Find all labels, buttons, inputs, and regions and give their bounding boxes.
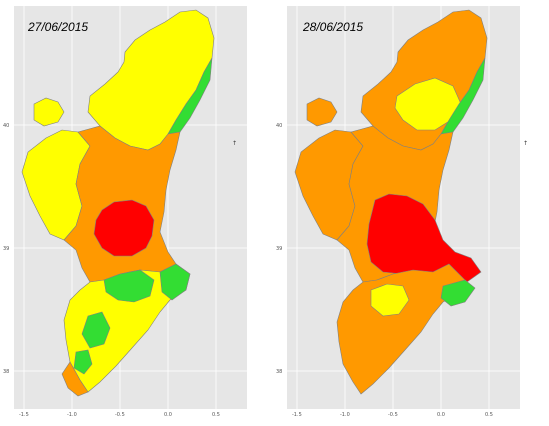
y-tick-label: 38 bbox=[3, 369, 9, 375]
x-tick-label: -1.5 bbox=[19, 412, 29, 418]
map-date-label: 27/06/2015 bbox=[28, 20, 89, 34]
region-red bbox=[366, 193, 482, 283]
north-arrow-icon: ↑ bbox=[523, 140, 528, 147]
map-panel-right: 40 39 38 -1.5 -1.0 -0.5 0.0 0.5 ↑ 28/06/… bbox=[275, 0, 549, 426]
x-tick-label: -1.0 bbox=[340, 412, 350, 418]
region-red bbox=[93, 199, 155, 257]
region-south-yellow bbox=[370, 283, 410, 317]
region-south bbox=[336, 263, 468, 395]
map-panel-left: 40 39 38 -1.5 -1.0 -0.5 0.0 0.5 ↑ 27/06/… bbox=[0, 0, 274, 426]
x-tick-label: -1.0 bbox=[67, 412, 77, 418]
region-south-green-1 bbox=[103, 269, 155, 303]
x-tick-label: 0.0 bbox=[437, 412, 445, 418]
region-south-green bbox=[440, 279, 476, 307]
x-tick-label: -0.5 bbox=[388, 412, 398, 418]
x-tick-label: 0.0 bbox=[164, 412, 172, 418]
x-tick-label: 0.5 bbox=[485, 412, 493, 418]
y-tick-label: 39 bbox=[3, 246, 9, 252]
map-regions bbox=[21, 9, 215, 397]
map-regions bbox=[294, 9, 488, 395]
map-date-label: 28/06/2015 bbox=[303, 20, 364, 34]
map-svg-left: 40 39 38 -1.5 -1.0 -0.5 0.0 0.5 ↑ bbox=[3, 6, 247, 418]
region-south bbox=[63, 263, 191, 393]
y-tick-label: 38 bbox=[276, 369, 282, 375]
x-tick-label: -1.5 bbox=[292, 412, 302, 418]
x-tick-label: 0.5 bbox=[212, 412, 220, 418]
y-tick-label: 40 bbox=[276, 123, 282, 129]
y-tick-label: 40 bbox=[3, 123, 9, 129]
region-enclave bbox=[306, 97, 338, 127]
x-tick-label: -0.5 bbox=[115, 412, 125, 418]
region-south-green-4 bbox=[73, 349, 93, 375]
region-enclave bbox=[33, 97, 65, 127]
map-svg-right: 40 39 38 -1.5 -1.0 -0.5 0.0 0.5 ↑ bbox=[276, 6, 528, 418]
y-tick-label: 39 bbox=[276, 246, 282, 252]
north-arrow-icon: ↑ bbox=[232, 140, 237, 147]
region-south-tip bbox=[61, 361, 89, 397]
region-south-green-3 bbox=[81, 311, 111, 349]
region-south-green-2 bbox=[159, 263, 191, 301]
